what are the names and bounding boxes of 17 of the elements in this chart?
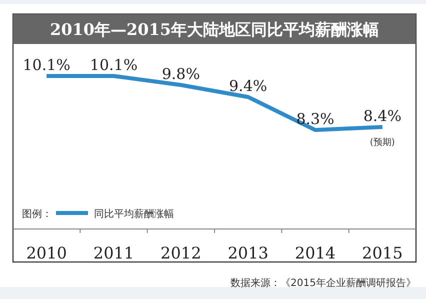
x-tick-label: 2012 — [160, 243, 202, 262]
data-label: 10.1% — [22, 56, 70, 74]
source-note: 数据来源：《2015年企业薪酬调研报告》 — [230, 277, 416, 289]
x-tick-label: 2015 — [362, 243, 403, 262]
x-tick-label: 2011 — [93, 243, 134, 262]
data-label: 8.3% — [296, 110, 334, 128]
legend-title: 图例： — [22, 209, 52, 220]
data-label: 9.4% — [229, 77, 268, 95]
data-label: 10.1% — [90, 56, 138, 74]
chart-title: 2010年—2015年大陆地区同比平均薪酬涨幅 — [50, 20, 380, 39]
x-tick-label: 2010 — [26, 243, 67, 262]
data-label: 8.4% — [363, 107, 402, 125]
x-tick-label: 2013 — [228, 243, 268, 262]
annotation: (预期) — [370, 137, 395, 148]
x-tick-label: 2014 — [294, 243, 336, 262]
data-label: 9.8% — [162, 65, 200, 83]
legend-label: 同比平均薪酬涨幅 — [94, 208, 174, 220]
